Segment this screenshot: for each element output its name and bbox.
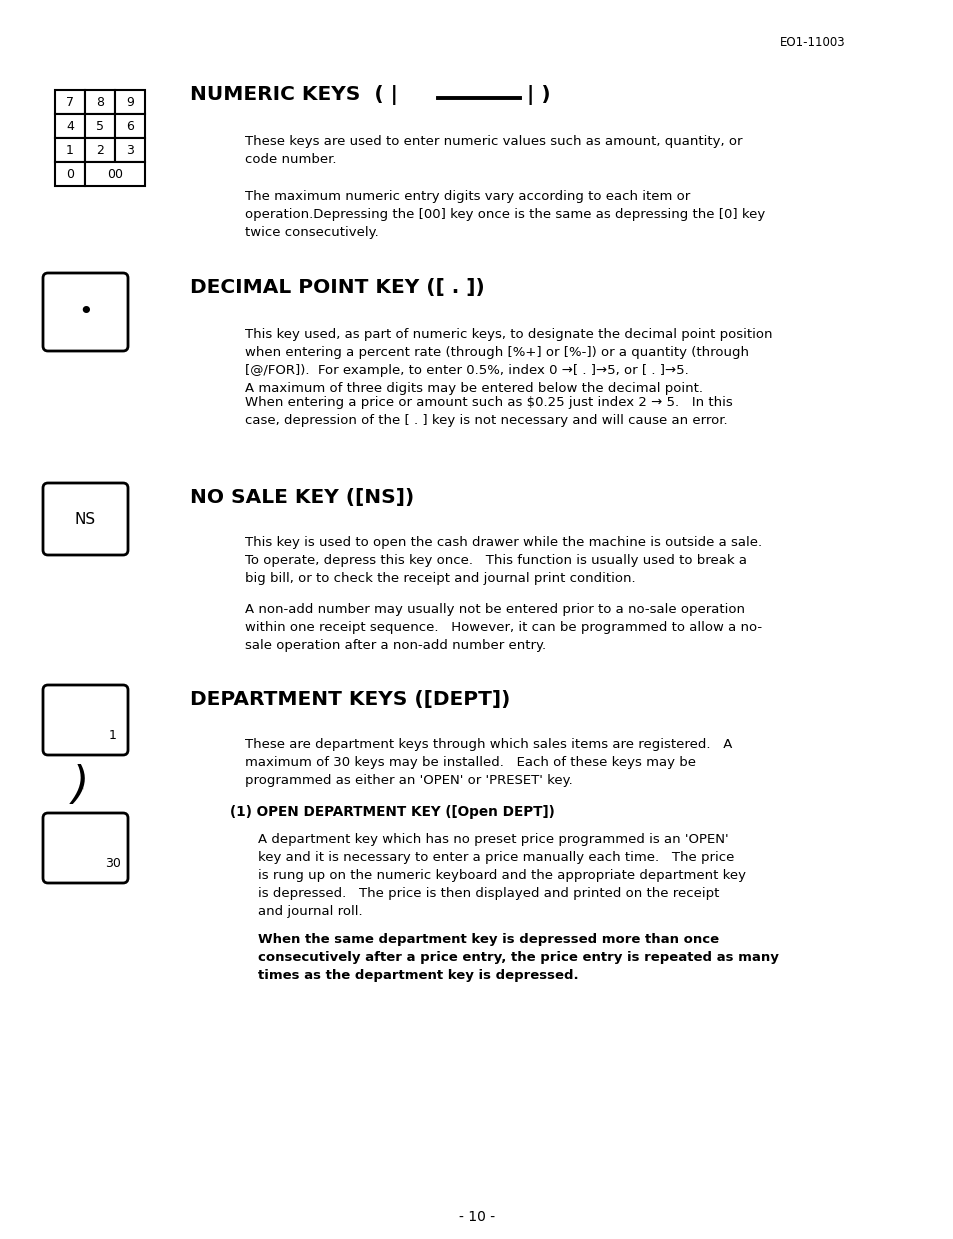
Text: 6: 6 [126,119,133,133]
Text: 8: 8 [96,95,104,109]
Text: This key is used to open the cash drawer while the machine is outside a sale.
To: This key is used to open the cash drawer… [245,536,761,585]
Text: 9: 9 [126,95,133,109]
Bar [55,90,85,114]
Text: When entering a price or amount such as $0.25 just index 2 → 5.   In this
case, : When entering a price or amount such as … [245,396,732,427]
Text: A non-add number may usually not be entered prior to a no-sale operation
within : A non-add number may usually not be ente… [245,603,761,652]
Text: When the same department key is depressed more than once
consecutively after a p: When the same department key is depresse… [257,933,778,983]
Bar [55,114,85,138]
Text: 1: 1 [66,144,74,156]
FancyBboxPatch shape [43,483,128,555]
Text: | ): | ) [519,85,550,105]
Bar [85,114,115,138]
Bar [85,90,115,114]
Text: 5: 5 [96,119,104,133]
Text: NS: NS [75,512,96,527]
Text: 7: 7 [66,95,74,109]
Text: A department key which has no preset price programmed is an 'OPEN'
key and it is: A department key which has no preset pri… [257,833,745,918]
Bar [85,138,115,162]
Text: 30: 30 [105,857,121,870]
Bar [85,162,145,186]
Bar [115,114,145,138]
Text: 4: 4 [66,119,74,133]
FancyBboxPatch shape [43,685,128,755]
Text: This key used, as part of numeric keys, to designate the decimal point position
: This key used, as part of numeric keys, … [245,328,772,395]
Text: NUMERIC KEYS  ( |: NUMERIC KEYS ( | [190,85,397,105]
Text: These are department keys through which sales items are registered.   A
maximum : These are department keys through which … [245,738,732,787]
Text: 2: 2 [96,144,104,156]
Text: EO1-11003: EO1-11003 [780,36,844,50]
FancyBboxPatch shape [43,813,128,883]
Bar [55,138,85,162]
FancyBboxPatch shape [43,273,128,351]
Text: NO SALE KEY ([NS]): NO SALE KEY ([NS]) [190,488,414,507]
Text: 0: 0 [66,167,74,181]
Bar [115,138,145,162]
Text: DEPARTMENT KEYS ([DEPT]): DEPARTMENT KEYS ([DEPT]) [190,690,510,709]
Text: ): ) [71,763,89,807]
Text: DECIMAL POINT KEY ([ . ]): DECIMAL POINT KEY ([ . ]) [190,278,484,297]
Bar [55,162,85,186]
Text: The maximum numeric entry digits vary according to each item or
operation.Depres: The maximum numeric entry digits vary ac… [245,190,764,239]
Bar [115,90,145,114]
Text: 1: 1 [109,729,117,742]
Text: 3: 3 [126,144,133,156]
Text: 00: 00 [107,167,123,181]
Text: - 10 -: - 10 - [458,1211,495,1224]
Text: •: • [78,300,92,325]
Text: (1) OPEN DEPARTMENT KEY ([Open DEPT]): (1) OPEN DEPARTMENT KEY ([Open DEPT]) [230,805,554,819]
Text: These keys are used to enter numeric values such as amount, quantity, or
code nu: These keys are used to enter numeric val… [245,135,741,166]
